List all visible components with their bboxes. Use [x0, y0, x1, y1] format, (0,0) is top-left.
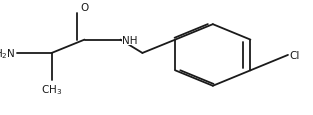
Text: CH$_3$: CH$_3$: [41, 82, 62, 96]
Text: NH: NH: [122, 35, 138, 45]
Text: Cl: Cl: [290, 50, 300, 60]
Text: O: O: [80, 3, 89, 12]
Text: H$_2$N: H$_2$N: [0, 47, 16, 60]
